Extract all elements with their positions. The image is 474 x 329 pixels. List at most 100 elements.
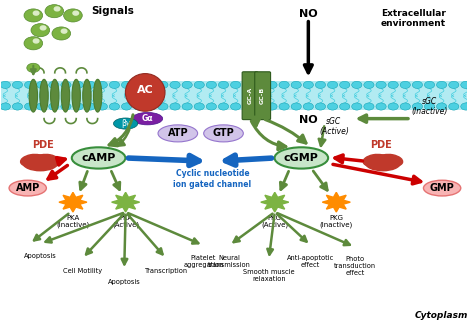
Ellipse shape xyxy=(113,118,138,129)
Circle shape xyxy=(170,81,180,89)
Text: Cytoplasm: Cytoplasm xyxy=(414,311,468,320)
FancyBboxPatch shape xyxy=(242,72,258,120)
Circle shape xyxy=(376,81,386,89)
Circle shape xyxy=(45,5,64,18)
Circle shape xyxy=(49,81,59,89)
Circle shape xyxy=(461,81,471,89)
Text: PKA
(Active): PKA (Active) xyxy=(112,215,139,228)
Ellipse shape xyxy=(126,74,165,111)
FancyBboxPatch shape xyxy=(0,81,467,111)
Circle shape xyxy=(52,27,71,40)
Text: AMP: AMP xyxy=(16,183,40,193)
Circle shape xyxy=(400,103,410,110)
Text: sGC
(Active): sGC (Active) xyxy=(319,117,349,137)
Circle shape xyxy=(25,81,35,89)
Circle shape xyxy=(109,103,119,110)
Circle shape xyxy=(437,81,447,89)
Text: Signals: Signals xyxy=(91,6,135,16)
Circle shape xyxy=(33,11,39,15)
Text: cGMP: cGMP xyxy=(284,153,319,163)
Circle shape xyxy=(219,81,228,89)
Ellipse shape xyxy=(72,147,126,168)
Text: Transcription: Transcription xyxy=(145,268,188,274)
Circle shape xyxy=(279,103,289,110)
Ellipse shape xyxy=(158,125,198,142)
Text: PDE: PDE xyxy=(32,139,54,149)
Circle shape xyxy=(24,9,43,22)
Circle shape xyxy=(255,81,265,89)
Circle shape xyxy=(73,11,79,15)
Text: GC-B: GC-B xyxy=(260,87,265,104)
Ellipse shape xyxy=(367,160,399,169)
Circle shape xyxy=(85,103,95,110)
Circle shape xyxy=(0,103,10,110)
Polygon shape xyxy=(322,192,350,212)
Ellipse shape xyxy=(72,79,81,112)
Circle shape xyxy=(315,103,326,110)
Circle shape xyxy=(364,103,374,110)
Circle shape xyxy=(61,29,67,33)
Ellipse shape xyxy=(20,154,45,166)
Ellipse shape xyxy=(93,79,102,112)
Circle shape xyxy=(412,103,422,110)
Circle shape xyxy=(73,103,83,110)
Circle shape xyxy=(328,103,337,110)
Text: GC-A: GC-A xyxy=(247,87,253,104)
Polygon shape xyxy=(112,192,140,212)
Circle shape xyxy=(64,9,82,22)
Circle shape xyxy=(97,103,108,110)
Circle shape xyxy=(49,103,59,110)
Circle shape xyxy=(27,63,40,72)
Ellipse shape xyxy=(204,125,243,142)
Text: PKG
(Active): PKG (Active) xyxy=(261,215,288,228)
Circle shape xyxy=(315,81,326,89)
Circle shape xyxy=(170,103,180,110)
FancyBboxPatch shape xyxy=(255,72,271,120)
Text: GMP: GMP xyxy=(430,183,455,193)
Text: Anti-apoptotic
effect: Anti-apoptotic effect xyxy=(287,255,334,267)
Circle shape xyxy=(194,81,204,89)
Circle shape xyxy=(412,81,422,89)
Circle shape xyxy=(267,81,277,89)
Text: GTP: GTP xyxy=(213,128,234,139)
Circle shape xyxy=(146,103,156,110)
Text: NO: NO xyxy=(299,9,318,19)
Text: PKG
(Inactive): PKG (Inactive) xyxy=(319,215,353,228)
Ellipse shape xyxy=(423,180,461,196)
Circle shape xyxy=(182,103,192,110)
Circle shape xyxy=(194,103,204,110)
Text: AC: AC xyxy=(137,85,154,95)
Circle shape xyxy=(73,81,83,89)
Circle shape xyxy=(243,103,253,110)
Circle shape xyxy=(36,81,47,89)
Circle shape xyxy=(61,81,71,89)
Ellipse shape xyxy=(61,79,70,112)
Circle shape xyxy=(449,81,459,89)
Circle shape xyxy=(388,81,398,89)
Text: Photo
transduction
effect: Photo transduction effect xyxy=(334,256,376,276)
Circle shape xyxy=(219,103,228,110)
Circle shape xyxy=(230,81,241,89)
Circle shape xyxy=(134,81,144,89)
Circle shape xyxy=(279,81,289,89)
Ellipse shape xyxy=(29,79,37,112)
Circle shape xyxy=(339,81,350,89)
Circle shape xyxy=(12,103,23,110)
Circle shape xyxy=(449,103,459,110)
Circle shape xyxy=(400,81,410,89)
Text: Neural
transmission: Neural transmission xyxy=(208,255,251,267)
Circle shape xyxy=(352,103,362,110)
Circle shape xyxy=(255,103,265,110)
Ellipse shape xyxy=(379,154,402,166)
Circle shape xyxy=(97,81,108,89)
Circle shape xyxy=(437,103,447,110)
Circle shape xyxy=(61,103,71,110)
Circle shape xyxy=(121,103,132,110)
Circle shape xyxy=(12,81,23,89)
Circle shape xyxy=(24,37,43,50)
Circle shape xyxy=(267,103,277,110)
Text: Apoptosis: Apoptosis xyxy=(24,253,57,259)
Text: Platelet
aggregation: Platelet aggregation xyxy=(183,255,224,267)
Text: Cyclic nucleotide
ion gated channel: Cyclic nucleotide ion gated channel xyxy=(173,169,251,189)
Ellipse shape xyxy=(365,155,401,171)
